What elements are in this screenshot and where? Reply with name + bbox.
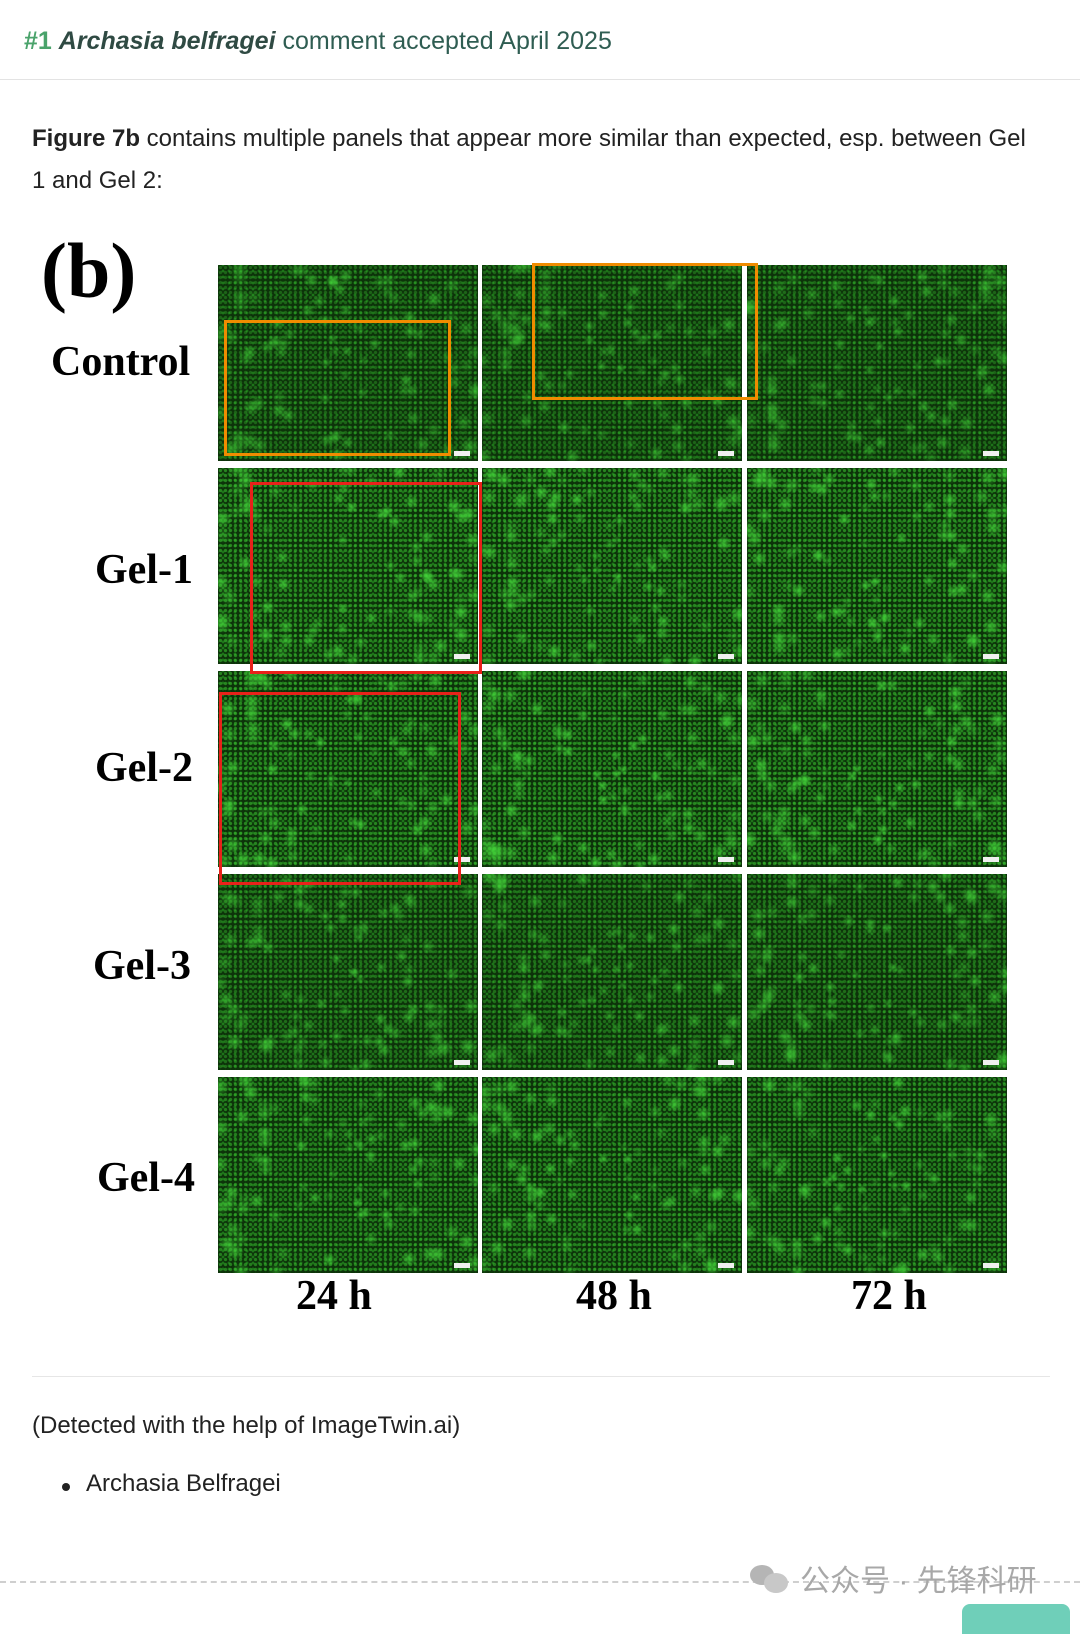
watermark-text: 公众号 · 先锋科研: [800, 1565, 1037, 1598]
row-label-gel-1: Gel-1: [95, 547, 193, 593]
micrograph-gel-4-72h: [747, 1077, 1007, 1273]
scale-bar: [454, 451, 470, 456]
micrograph-gel-2-48h: [482, 671, 742, 867]
scale-bar: [718, 857, 734, 862]
author-list: Archasia Belfragei: [60, 1470, 281, 1498]
micrograph-gel-1-72h: [747, 468, 1007, 664]
comment-status: comment accepted April 2025: [282, 27, 612, 55]
column-label-48h: 48 h: [576, 1273, 652, 1319]
scale-bar: [983, 654, 999, 659]
micrograph-control-48h: [482, 265, 742, 461]
scale-bar: [718, 1060, 734, 1065]
scale-bar: [983, 1060, 999, 1065]
scale-bar: [718, 654, 734, 659]
micrograph-gel-3-24h: [218, 874, 478, 1070]
wechat-icon: [750, 1563, 790, 1593]
scale-bar: [983, 857, 999, 862]
scale-bar: [454, 857, 470, 862]
scale-bar: [983, 451, 999, 456]
dashed-separator: [0, 1581, 1080, 1583]
scale-bar: [454, 654, 470, 659]
comment-number: #1: [24, 27, 52, 55]
panel-letter: (b): [41, 227, 137, 314]
figure-7b: (b) Control Gel-1 Gel-2 Gel-3 Gel-4 24 h…: [33, 227, 1049, 1346]
micrograph-control-72h: [747, 265, 1007, 461]
row-label-gel-3: Gel-3: [93, 943, 191, 989]
micrograph-gel-4-48h: [482, 1077, 742, 1273]
micrograph-gel-3-72h: [747, 874, 1007, 1070]
scale-bar: [718, 451, 734, 456]
scale-bar: [718, 1263, 734, 1268]
row-label-gel-2: Gel-2: [95, 745, 193, 791]
micrograph-gel-2-24h: [218, 671, 478, 867]
figure-reference: Figure 7b: [32, 125, 141, 152]
micrograph-control-24h: [218, 265, 478, 461]
scroll-top-button[interactable]: [962, 1604, 1070, 1634]
micrograph-gel-4-24h: [218, 1077, 478, 1273]
comment-title: #1 Archasia belfragei comment accepted A…: [24, 24, 612, 58]
scale-bar: [454, 1263, 470, 1268]
divider: [32, 1376, 1050, 1377]
micrograph-gel-1-48h: [482, 468, 742, 664]
row-label-gel-4: Gel-4: [97, 1155, 195, 1201]
comment-author[interactable]: Archasia belfragei: [58, 27, 276, 55]
scale-bar: [454, 1060, 470, 1065]
row-label-control: Control: [51, 339, 191, 385]
watermark: 公众号 · 先锋科研: [750, 1556, 1037, 1600]
column-label-72h: 72 h: [851, 1273, 927, 1319]
comment-intro: Figure 7b contains multiple panels that …: [32, 118, 1042, 202]
author-list-item[interactable]: Archasia Belfragei: [60, 1470, 281, 1498]
micrograph-gel-1-24h: [218, 468, 478, 664]
micrograph-gel-3-48h: [482, 874, 742, 1070]
intro-text: contains multiple panels that appear mor…: [32, 125, 1026, 194]
micrograph-gel-2-72h: [747, 671, 1007, 867]
scale-bar: [983, 1263, 999, 1268]
comment-header: #1 Archasia belfragei comment accepted A…: [0, 0, 1080, 80]
detected-note: (Detected with the help of ImageTwin.ai): [32, 1412, 461, 1439]
column-label-24h: 24 h: [296, 1273, 372, 1319]
